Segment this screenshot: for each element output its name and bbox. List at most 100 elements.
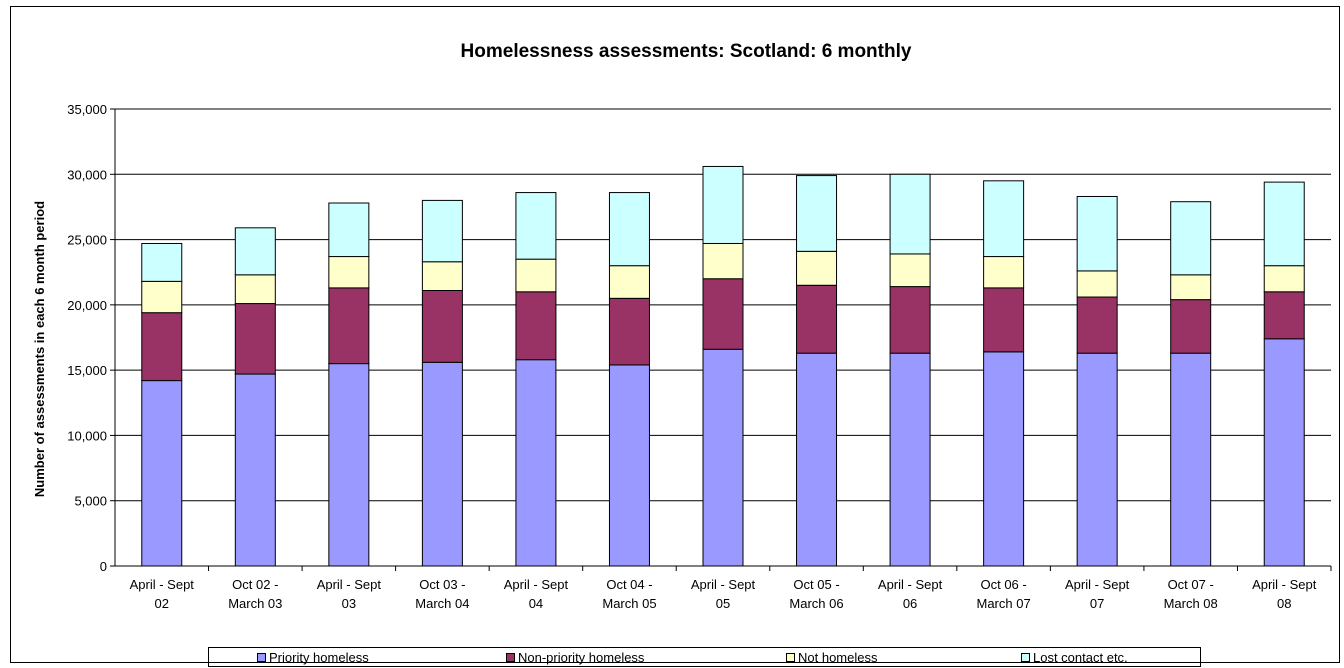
x-tick-label: April - Sept (504, 577, 569, 592)
legend-swatch (786, 652, 795, 662)
bar-segment (796, 284, 838, 354)
bar-segment (1170, 201, 1212, 276)
bar-segment (328, 287, 370, 365)
bar-segment (796, 250, 838, 286)
bar-segment (702, 348, 744, 567)
x-tick-label: 08 (1277, 596, 1291, 611)
bar-segment (1170, 352, 1212, 567)
bar-segment (328, 363, 370, 567)
x-tick-label: March 07 (977, 596, 1031, 611)
x-tick-label: March 04 (415, 596, 469, 611)
bars (141, 165, 1305, 567)
x-tick-label: 03 (342, 596, 356, 611)
bar-segment (608, 297, 650, 366)
y-tick-label: 20,000 (67, 298, 107, 313)
bar-segment (1170, 299, 1212, 354)
x-tick-label: March 03 (228, 596, 282, 611)
x-tick-label: 07 (1090, 596, 1104, 611)
y-tick-label: 15,000 (67, 363, 107, 378)
bar-segment (1076, 270, 1118, 298)
bar-segment (983, 287, 1025, 353)
bar-segment (234, 227, 276, 276)
bar-segment (141, 312, 183, 382)
bar-segment (1076, 296, 1118, 354)
bar-segment (515, 359, 557, 567)
x-tick-label: April - Sept (130, 577, 195, 592)
bar-segment (1076, 195, 1118, 272)
bar-segment (1263, 181, 1305, 267)
legend-item: Lost contact etc. (1021, 649, 1128, 665)
legend-label: Lost contact etc. (1033, 649, 1128, 665)
legend-swatch (1021, 652, 1030, 662)
bar-segment (421, 199, 463, 263)
bar-segment (889, 352, 931, 567)
x-tick-label: April - Sept (878, 577, 943, 592)
bar-segment (702, 165, 744, 244)
y-tick-label: 5,000 (74, 494, 107, 509)
bar-segment (1263, 338, 1305, 567)
legend-swatch (506, 652, 515, 662)
x-tick-label: Oct 06 - (980, 577, 1026, 592)
bar-segment (983, 180, 1025, 258)
x-tick-label: March 06 (789, 596, 843, 611)
bar-segment (889, 173, 931, 255)
bar-segment (515, 192, 557, 260)
bar-segment (234, 274, 276, 305)
bar-segment (796, 352, 838, 567)
legend-label: Priority homeless (269, 649, 369, 665)
legend-item: Non-priority homeless (506, 649, 645, 665)
bar-segment (234, 303, 276, 375)
legend-swatch (257, 652, 266, 662)
chart-title: Homelessness assessments: Scotland: 6 mo… (461, 41, 912, 62)
x-tick-label: March 08 (1164, 596, 1218, 611)
bar-segment (421, 289, 463, 363)
x-tick-label: 02 (155, 596, 169, 611)
bar-segment (515, 291, 557, 361)
bar-segment (141, 380, 183, 567)
x-tick-label: Oct 04 - (606, 577, 652, 592)
x-tick-label: Oct 02 - (232, 577, 278, 592)
bar-segment (608, 364, 650, 567)
legend-label: Non-priority homeless (518, 649, 645, 665)
y-axis-label: Number of assessments in each 6 month pe… (32, 201, 47, 497)
bar-segment (702, 278, 744, 350)
y-tick-labels: 0 5,000 10,000 15,000 20,000 25,000 30,000 35,0… (67, 102, 115, 574)
x-tick-label: April - Sept (1065, 577, 1130, 592)
legend-label: Not homeless (798, 649, 878, 665)
x-tick-label: Oct 07 - (1168, 577, 1214, 592)
bar-segment (141, 242, 183, 282)
y-tick-label: 10,000 (67, 428, 107, 443)
legend: Priority homeless Non-priority homeless No… (208, 647, 1201, 667)
bar-segment (421, 361, 463, 567)
x-tick-label: Oct 03 - (419, 577, 465, 592)
legend-item: Priority homeless (257, 649, 369, 665)
bar-segment (328, 202, 370, 258)
bar-segment (608, 265, 650, 299)
x-tick-label: 05 (716, 596, 730, 611)
axes (114, 109, 1331, 567)
x-tick-labels: April - Sept 02 Oct 02 - March 03 April - Se… (130, 566, 1332, 611)
x-tick-label: April - Sept (1252, 577, 1317, 592)
x-tick-label: 06 (903, 596, 917, 611)
y-tick-label: 30,000 (67, 167, 107, 182)
chart-frame: Homelessness assessments: Scotland: 6 mo… (10, 6, 1340, 667)
bar-segment (421, 261, 463, 291)
x-tick-label: April - Sept (317, 577, 382, 592)
bar-segment (608, 192, 650, 267)
bar-segment (702, 242, 744, 280)
legend-item: Not homeless (786, 649, 878, 665)
bar-segment (983, 351, 1025, 567)
bar-segment (889, 286, 931, 354)
x-tick-label: April - Sept (691, 577, 756, 592)
x-tick-label: March 05 (602, 596, 656, 611)
x-tick-label: 04 (529, 596, 543, 611)
bar-segment (141, 280, 183, 314)
bar-segment (1170, 274, 1212, 301)
bar-segment (328, 256, 370, 289)
bar-segment (983, 256, 1025, 289)
bar-segment (515, 258, 557, 293)
chart-canvas: Homelessness assessments: Scotland: 6 mo… (32, 41, 1332, 611)
y-tick-label: 35,000 (67, 102, 107, 117)
y-tick-label: 0 (100, 559, 107, 574)
bar-segment (1263, 265, 1305, 293)
